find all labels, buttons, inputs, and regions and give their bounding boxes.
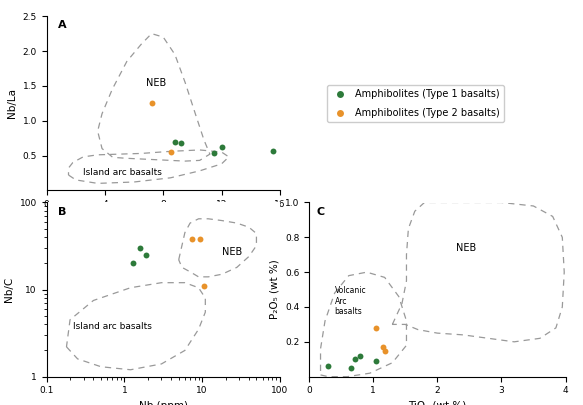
Text: NEB: NEB — [222, 247, 242, 257]
Legend: Amphibolites (Type 1 basalts), Amphibolites (Type 2 basalts): Amphibolites (Type 1 basalts), Amphiboli… — [326, 85, 504, 122]
Text: C: C — [317, 207, 325, 217]
Point — [142, 252, 151, 258]
Point — [188, 236, 197, 242]
Text: A: A — [58, 20, 67, 30]
Point — [199, 283, 208, 289]
Point — [378, 344, 387, 350]
X-axis label: TiO₂ (wt %): TiO₂ (wt %) — [408, 401, 466, 405]
Text: B: B — [58, 207, 66, 217]
Point — [196, 236, 205, 242]
Point — [380, 347, 389, 354]
Point — [372, 325, 381, 331]
Point — [136, 245, 145, 251]
Point — [324, 363, 333, 369]
Point — [129, 260, 138, 266]
Text: NEB: NEB — [456, 243, 477, 253]
X-axis label: Nb (ppm): Nb (ppm) — [139, 401, 188, 405]
Point — [350, 356, 360, 362]
X-axis label: MgO (wt %): MgO (wt %) — [133, 215, 194, 225]
Y-axis label: P₂O₅ (wt %): P₂O₅ (wt %) — [269, 260, 279, 320]
Point — [176, 140, 185, 146]
Point — [170, 139, 180, 145]
Text: Island arc basalts: Island arc basalts — [83, 168, 162, 177]
Text: Volcanic
Arc
basalts: Volcanic Arc basalts — [335, 286, 366, 316]
Point — [210, 150, 219, 157]
Y-axis label: Nb/La: Nb/La — [7, 88, 17, 118]
Text: Island arc basalts: Island arc basalts — [73, 322, 152, 331]
Point — [346, 364, 356, 371]
Point — [166, 149, 175, 155]
Point — [268, 147, 278, 154]
Text: NEB: NEB — [146, 78, 166, 88]
Point — [372, 358, 381, 364]
Point — [147, 100, 156, 107]
Y-axis label: Nb/C: Nb/C — [4, 277, 14, 302]
Point — [356, 352, 365, 359]
Point — [217, 144, 226, 150]
